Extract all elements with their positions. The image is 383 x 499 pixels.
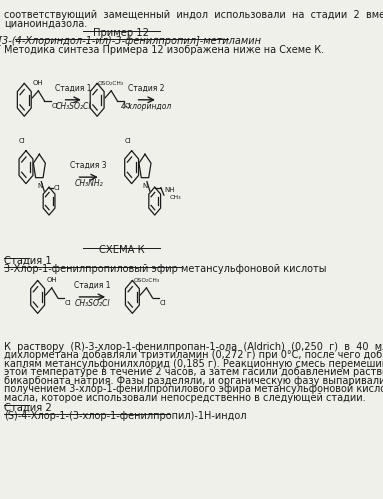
Text: Стадия 2: Стадия 2 (4, 402, 51, 412)
Text: Cl: Cl (159, 300, 166, 306)
Text: Cl: Cl (124, 103, 131, 109)
Text: Стадия 2: Стадия 2 (128, 84, 165, 93)
Text: OH: OH (46, 277, 57, 283)
Text: (S)-4-Хлор-1-(3-хлор-1-фенилпропил)-1Н-индол: (S)-4-Хлор-1-(3-хлор-1-фенилпропил)-1Н-и… (4, 411, 246, 421)
Text: CH₃SO₂Cl: CH₃SO₂Cl (75, 299, 110, 308)
Text: N: N (142, 183, 148, 189)
Text: каплям метансульфонилхлорид (0,185 г). Реакционную смесь перемешивали при: каплям метансульфонилхлорид (0,185 г). Р… (4, 359, 383, 369)
Text: Cl: Cl (54, 185, 61, 191)
Text: Cl: Cl (65, 300, 71, 306)
Text: OSO₂CH₃: OSO₂CH₃ (98, 81, 124, 86)
Text: OSO₂CH₃: OSO₂CH₃ (133, 278, 160, 283)
Text: Cl: Cl (52, 103, 59, 109)
Text: К  раствору  (R)-3-хлор-1-фенилпропан-1-ола  (Aldrich)  (0,250  г)  в  40  мл: К раствору (R)-3-хлор-1-фенилпропан-1-ол… (4, 342, 383, 352)
Text: Стадия 1: Стадия 1 (4, 255, 51, 265)
Text: NH: NH (165, 187, 175, 193)
Text: соответствующий  замещенный  индол  использовали  на  стадии  2  вместо  4-: соответствующий замещенный индол использ… (4, 10, 383, 20)
Text: получением 3-хлор-1-фенилпропилового эфира метансульфоновой кислоты в виде: получением 3-хлор-1-фенилпропилового эфи… (4, 384, 383, 394)
Text: CH₃: CH₃ (169, 195, 181, 200)
Text: 3-Хлор-1-фенилпропиловый эфир метансульфоновой кислоты: 3-Хлор-1-фенилпропиловый эфир метансульф… (4, 264, 326, 274)
Text: СХЕМА К: СХЕМА К (98, 245, 144, 254)
Text: (S)-[3-(4-Хлориндол-1-ил)-3-фенилпропил]-метиламин: (S)-[3-(4-Хлориндол-1-ил)-3-фенилпропил]… (0, 36, 262, 46)
Text: Пример 12: Пример 12 (93, 28, 149, 38)
Text: масла, которое использовали непосредственно в следующей стадии.: масла, которое использовали непосредстве… (4, 393, 365, 403)
Text: дихлорметана добавляли триэтиламин (0,272 г) при 0°С, после чего добавляли по: дихлорметана добавляли триэтиламин (0,27… (4, 350, 383, 360)
Text: N: N (37, 183, 42, 189)
Text: Стадия 1: Стадия 1 (55, 84, 92, 93)
Text: Cl: Cl (18, 138, 25, 144)
Text: Стадия 3: Стадия 3 (70, 161, 107, 170)
Text: 4-хлориндол: 4-хлориндол (121, 102, 172, 111)
Text: этой температуре в течение 2 часов, а затем гасили добавлением раствора: этой температуре в течение 2 часов, а за… (4, 367, 383, 377)
Text: Стадия 1: Стадия 1 (74, 281, 111, 290)
Text: бикарбоната натрия. Фазы разделяли, и органическую фазу выпаривали досуха с: бикарбоната натрия. Фазы разделяли, и ор… (4, 376, 383, 386)
Text: Cl: Cl (124, 138, 131, 144)
Text: OH: OH (33, 80, 44, 86)
Text: цианоиндазола.: цианоиндазола. (4, 18, 87, 28)
Text: CH₃NH₂: CH₃NH₂ (74, 179, 103, 188)
Text: CH₃SO₂Cl: CH₃SO₂Cl (56, 102, 91, 111)
Text: Методика синтеза Примера 12 изображена ниже на Схеме К.: Методика синтеза Примера 12 изображена н… (4, 45, 324, 55)
